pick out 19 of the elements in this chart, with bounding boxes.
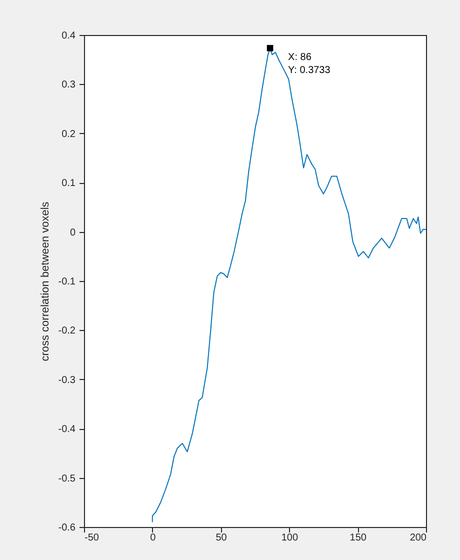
y-tick-label: 0.3 — [62, 80, 76, 91]
y-tick-label: 0.4 — [62, 30, 76, 42]
x-tick-label: 0 — [150, 532, 156, 544]
x-tick-label: 200 — [410, 532, 427, 544]
x-tick-label: 150 — [350, 532, 367, 544]
y-tick-label: -0.4 — [58, 424, 76, 436]
y-tick-label: 0 — [70, 227, 76, 238]
y-tick-label: -0.2 — [58, 326, 76, 337]
x-tick-label: 100 — [281, 532, 298, 544]
y-tick-label: -0.5 — [58, 473, 76, 484]
x-tick-label: 50 — [216, 532, 228, 544]
y-tick-label: 0.1 — [62, 178, 76, 190]
y-tick-label: 0.2 — [62, 128, 76, 140]
y-tick-label: -0.3 — [58, 374, 76, 386]
x-tick-label: -50 — [84, 532, 100, 544]
y-tick-label: -0.6 — [58, 522, 76, 534]
y-axis-title: cross correlation between voxels — [39, 201, 52, 362]
y-tick-label: -0.1 — [58, 276, 76, 288]
annotation: X: 86 Y: 0.3733 — [288, 52, 331, 76]
